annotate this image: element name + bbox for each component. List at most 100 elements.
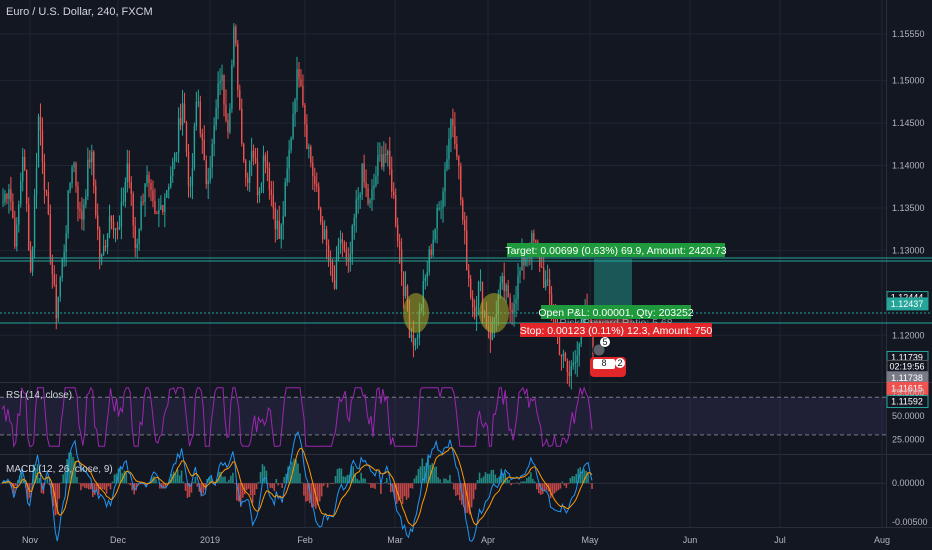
macd-histogram-bar: [393, 483, 396, 499]
candle-body: [116, 228, 119, 230]
macd-histogram-bar: [488, 473, 491, 484]
candle-body: [383, 154, 385, 167]
macd-histogram-bar: [589, 483, 591, 484]
macd-histogram-bar: [5, 482, 7, 484]
macd-histogram-bar: [18, 475, 21, 484]
macd-histogram-bar: [247, 483, 250, 489]
macd-histogram-bar: [417, 468, 420, 484]
candle-body: [339, 239, 342, 245]
candle-body: [387, 151, 389, 155]
macd-histogram-bar: [265, 470, 268, 484]
candle-body: [454, 126, 456, 144]
macd-histogram-bar: [421, 458, 424, 484]
candle-body: [320, 208, 322, 223]
macd-histogram-bar: [575, 473, 578, 484]
candle-body: [345, 249, 348, 260]
candle-body: [550, 294, 553, 308]
candle-body: [128, 163, 130, 182]
candle-body: [93, 151, 95, 186]
x-tick-label: May: [581, 535, 599, 545]
candle-body: [337, 244, 340, 259]
candle-body: [412, 334, 415, 346]
candle-body: [507, 285, 509, 298]
macd-histogram-bar: [366, 482, 368, 484]
candle-body: [55, 284, 57, 319]
macd-histogram-bar: [60, 482, 62, 484]
macd-histogram-bar: [38, 477, 41, 484]
candle-body: [260, 183, 263, 192]
candle-body: [268, 167, 271, 190]
candle-body: [323, 229, 326, 240]
badge-circle: [615, 358, 625, 368]
candle-body: [146, 175, 148, 184]
candle-body: [197, 101, 200, 103]
candle-body: [195, 102, 198, 127]
macd-histogram-bar: [537, 483, 540, 494]
macd-histogram-bar: [514, 483, 516, 484]
candle-body: [456, 143, 458, 157]
symbol-title: Euro / U.S. Dollar, 240, FXCM: [6, 6, 153, 18]
price-tag-bg: [886, 381, 929, 395]
candle-body: [272, 194, 275, 209]
candle-body: [519, 270, 521, 276]
candle-body: [33, 195, 36, 248]
macd-histogram-bar: [70, 452, 72, 484]
macd-histogram-bar: [360, 472, 362, 484]
macd-histogram-bar: [289, 466, 291, 484]
stop-label: Stop: 0.00123 (0.11%) 12.3, Amount: 750: [520, 325, 713, 337]
candle-body: [229, 108, 231, 132]
candle-body: [91, 151, 93, 162]
candle-body: [389, 151, 391, 170]
macd-histogram-bar: [581, 470, 583, 484]
macd-label: MACD (12, 26, close, 9): [6, 464, 113, 475]
macd-histogram-bar: [528, 476, 530, 484]
candle-body: [85, 196, 87, 205]
macd-histogram-bar: [184, 483, 187, 491]
candle-body: [241, 108, 243, 144]
candle-body: [59, 277, 61, 297]
x-tick-label: Nov: [22, 535, 39, 545]
macd-histogram-bar: [324, 483, 327, 484]
macd-histogram-bar: [494, 474, 497, 484]
macd-histogram-bar: [44, 483, 47, 484]
candle-body: [544, 280, 547, 288]
macd-histogram-bar: [163, 483, 165, 489]
macd-histogram-bar: [101, 483, 104, 490]
candle-body: [81, 210, 83, 220]
macd-histogram-bar: [135, 483, 137, 491]
macd-histogram-bar: [16, 480, 19, 484]
candle-body: [189, 185, 192, 187]
macd-histogram-bar: [316, 483, 319, 506]
target-label-bg: [507, 243, 725, 257]
candle-body: [347, 259, 350, 262]
macd-histogram-bar: [62, 474, 64, 484]
candle-body: [541, 266, 543, 268]
candle-body: [235, 26, 237, 45]
macd-histogram-bar: [295, 459, 297, 484]
macd-histogram-bar: [411, 483, 414, 489]
candle-body: [264, 155, 267, 162]
macd-histogram-bar: [99, 483, 102, 489]
candle-body: [20, 181, 22, 205]
macd-histogram-bar: [500, 468, 503, 484]
candle-body: [179, 118, 182, 126]
macd-histogram-bar: [459, 483, 461, 501]
candle-body: [304, 105, 306, 125]
macd-histogram-bar: [174, 474, 177, 484]
candle-body: [173, 153, 176, 162]
candle-body: [122, 201, 125, 203]
candle-body: [49, 214, 52, 260]
macd-histogram-bar: [524, 481, 526, 484]
candle-body: [367, 188, 369, 204]
macd-histogram-bar: [239, 483, 242, 507]
macd-histogram-bar: [443, 478, 445, 484]
macd-histogram-bar: [157, 482, 159, 484]
candle-body: [308, 146, 310, 150]
y-tick-label: 1.15000: [892, 76, 925, 86]
candle-body: [126, 163, 128, 182]
candle-body: [209, 167, 211, 181]
candle-body: [199, 101, 202, 134]
macd-histogram-bar: [273, 483, 276, 492]
